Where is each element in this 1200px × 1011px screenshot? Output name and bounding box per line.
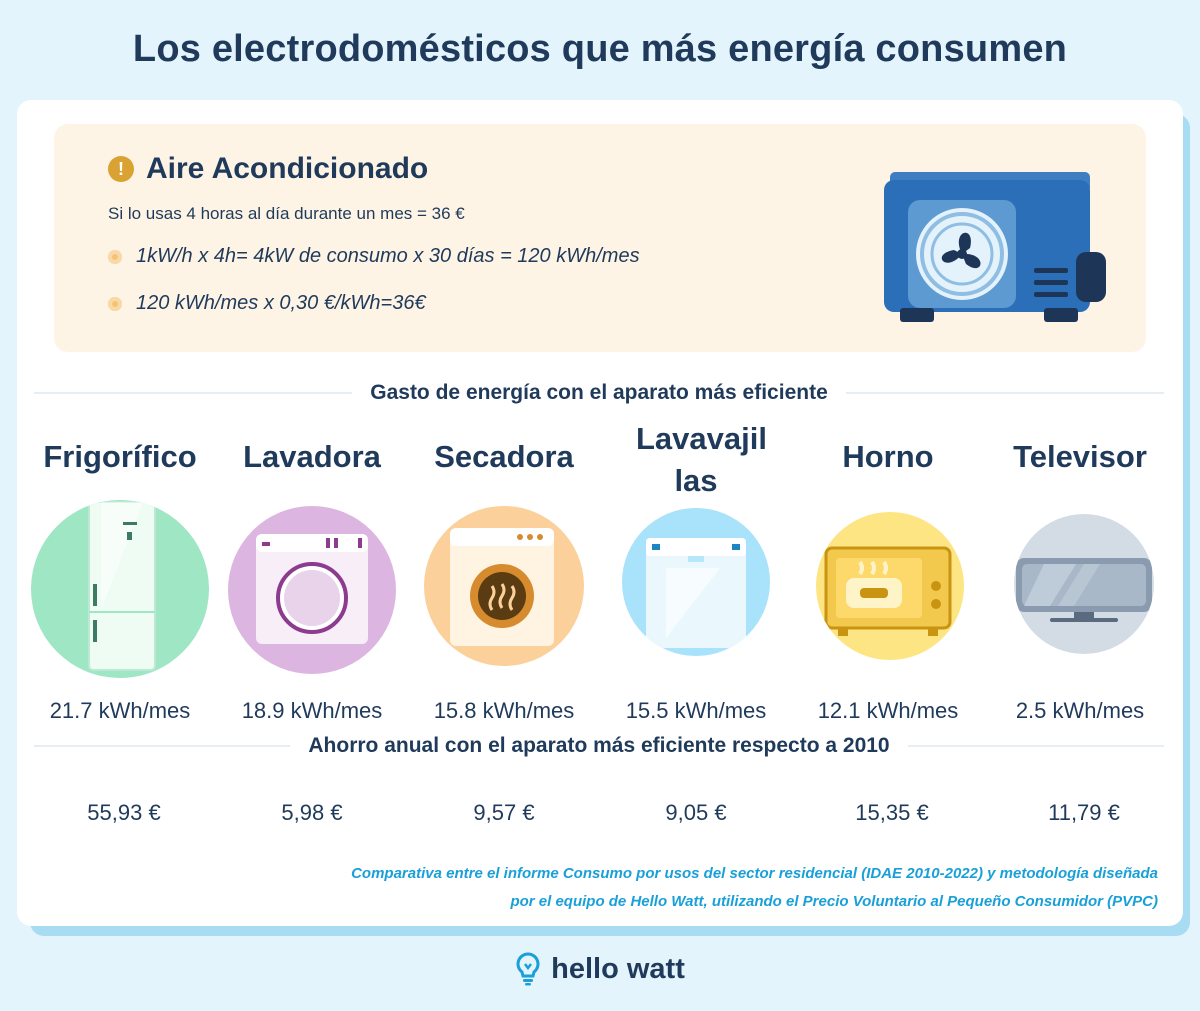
divider xyxy=(907,745,1165,747)
saving-dishwasher: 9,05 € xyxy=(665,800,727,825)
appliance-consumption: 21.7 kWh/mes xyxy=(49,698,191,723)
dishwasher-icon xyxy=(622,508,770,656)
dryer-icon xyxy=(424,506,584,666)
appliance-consumption: 15.8 kWh/mes xyxy=(433,698,575,723)
ac-calc-text-1: 1kW/h x 4h= 4kW de consumo x 30 días = 1… xyxy=(136,245,640,267)
appliance-name: Frigorífico xyxy=(43,439,197,474)
appliance-tv: Televisor 2.5 kWh/mes xyxy=(984,436,1176,736)
appliance-consumption: 15.5 kWh/mes xyxy=(625,698,767,723)
air-conditioner-icon xyxy=(880,170,1112,331)
saving-oven: 15,35 € xyxy=(855,800,929,825)
saving-tv: 11,79 € xyxy=(1048,800,1120,825)
appliance-consumption: 2.5 kWh/mes xyxy=(1015,698,1145,723)
appliance-name: Secadora xyxy=(434,439,574,474)
appliance-name: Lavavajil las xyxy=(636,421,767,498)
appliance-fridge: Frigorífico 21.7 kWh/mes xyxy=(24,436,216,736)
bullet-icon xyxy=(108,296,122,311)
divider xyxy=(34,392,353,394)
appliance-dishwasher: Lavavajil las 15.5 kWh/mes xyxy=(600,418,792,736)
note-line-2: por el equipo de Hello Watt, utilizando … xyxy=(510,893,1158,910)
appliance-consumption: 12.1 kWh/mes xyxy=(817,698,959,723)
divider xyxy=(34,745,291,747)
appliance-name: Televisor xyxy=(1013,439,1147,474)
ac-subtitle: Si lo usas 4 horas al día durante un mes… xyxy=(108,204,465,223)
appliance-dryer: Secadora 15.8 kWh/mes xyxy=(408,436,600,736)
saving-fridge: 55,93 € xyxy=(87,800,161,825)
appliance-name: Lavadora xyxy=(243,439,381,474)
appliance-consumption: 18.9 kWh/mes xyxy=(241,698,383,723)
page-title: Los electrodomésticos que más energía co… xyxy=(132,28,1068,70)
saving-washer: 5,98 € xyxy=(281,800,343,825)
section-energy-header: Gasto de energía con el aparato más efic… xyxy=(34,380,1164,406)
ac-calc-line-2: 120 kWh/mes x 0,30 €/kWh=36€ xyxy=(108,292,426,315)
oven-icon xyxy=(816,512,964,660)
lightbulb-icon xyxy=(516,952,540,986)
section-energy-title: Gasto de energía con el aparato más efic… xyxy=(370,381,828,404)
fridge-icon xyxy=(31,500,209,678)
brand-name: hello watt xyxy=(551,952,685,985)
appliance-name: Horno xyxy=(842,439,934,474)
appliance-oven: Horno 12.1 kWh/mes xyxy=(792,436,984,736)
brand-logo: hello watt xyxy=(0,952,1200,986)
washing-machine-icon xyxy=(228,506,396,674)
methodology-note: Comparativa entre el informe Consumo por… xyxy=(258,860,1158,916)
divider xyxy=(845,392,1164,394)
bullet-icon xyxy=(108,249,122,264)
appliance-washer: Lavadora 18.9 kWh/mes xyxy=(216,436,408,736)
section-savings-title: Ahorro anual con el aparato más eficient… xyxy=(308,734,890,757)
section-savings-header: Ahorro anual con el aparato más eficient… xyxy=(34,733,1165,759)
note-line-1: Comparativa entre el informe Consumo por… xyxy=(351,865,1158,882)
ac-calc-text-2: 120 kWh/mes x 0,30 €/kWh=36€ xyxy=(136,292,426,314)
ac-title-text: Aire Acondicionado xyxy=(146,152,429,185)
ac-calc-line-1: 1kW/h x 4h= 4kW de consumo x 30 días = 1… xyxy=(108,245,640,268)
saving-dryer: 9,57 € xyxy=(473,800,535,825)
ac-title: ! Aire Acondicionado xyxy=(108,152,428,186)
television-icon xyxy=(1014,514,1154,654)
warning-icon: ! xyxy=(108,156,134,182)
